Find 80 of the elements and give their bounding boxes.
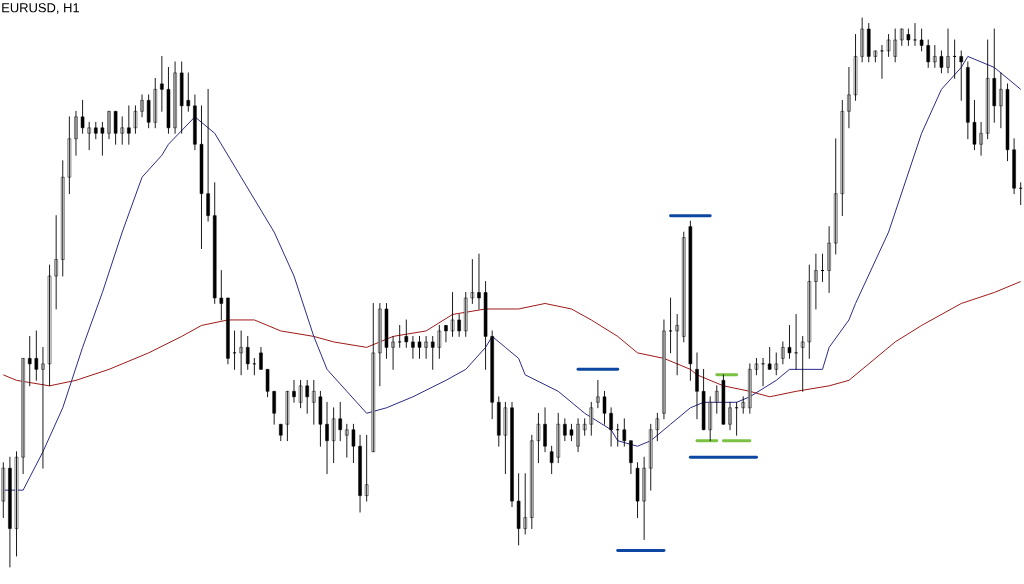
candlestick (34, 330, 39, 381)
candlestick (279, 423, 283, 442)
candlestick (668, 297, 673, 354)
candlestick (384, 303, 389, 359)
candlestick (675, 314, 679, 376)
candlestick (688, 220, 693, 381)
candlestick (754, 357, 759, 376)
candlestick (959, 50, 964, 101)
candlestick (298, 379, 303, 409)
candlestick (285, 390, 290, 442)
candlestick (853, 34, 858, 101)
candlestick (767, 346, 772, 370)
candlestick (417, 335, 422, 359)
candlestick (94, 121, 98, 140)
candlestick (933, 45, 937, 68)
candlestick (318, 390, 323, 447)
candlestick (483, 281, 488, 370)
candlestick (27, 335, 32, 387)
candlestick (536, 412, 541, 464)
candlestick (404, 319, 409, 348)
candlestick (800, 335, 805, 392)
candlestick (893, 28, 897, 63)
candlestick (127, 105, 131, 145)
candlestick (312, 379, 316, 425)
candlestick (906, 28, 911, 46)
candlestick (721, 374, 726, 425)
candlestick (245, 335, 250, 370)
candlestick (602, 390, 607, 425)
candlestick (919, 28, 924, 52)
candlestick (47, 264, 52, 387)
candlestick (199, 105, 204, 250)
candlestick (338, 401, 342, 442)
candlestick (113, 110, 118, 145)
candlestick (54, 215, 58, 310)
candlestick (100, 121, 105, 156)
candlestick (450, 292, 455, 337)
candlestick (701, 368, 706, 431)
candlestick (232, 330, 237, 370)
candlestick (549, 445, 554, 475)
candlestick (364, 434, 369, 502)
candlestick (873, 50, 878, 63)
candlestick (939, 50, 944, 74)
candlestick (972, 99, 977, 151)
candlestick (569, 423, 574, 442)
candlestick (655, 412, 660, 442)
candlestick (14, 451, 19, 557)
candlestick (635, 462, 640, 519)
candlestick (252, 357, 257, 376)
candlestick (715, 385, 719, 414)
candlestick (133, 105, 138, 134)
candlestick (470, 259, 475, 304)
candlestick (219, 270, 224, 321)
candlestick (67, 116, 72, 195)
chart-title: EURUSD, H1 (2, 3, 79, 14)
candlestick (589, 401, 594, 436)
candlestick (345, 423, 349, 458)
candlestick (516, 473, 521, 546)
candlestick (166, 66, 171, 134)
candlestick (926, 39, 930, 68)
candlestick (1005, 83, 1010, 162)
candlestick (622, 418, 627, 447)
candlestick (87, 121, 91, 151)
candlestick (146, 94, 151, 129)
candlestick (437, 324, 442, 359)
candlestick (900, 28, 904, 46)
candlestick (120, 116, 124, 145)
candlestick (430, 335, 435, 370)
candlestick (787, 324, 792, 359)
candlestick (774, 352, 779, 376)
candlestick (886, 34, 891, 57)
candlestick (912, 23, 918, 46)
candlestick (80, 99, 85, 134)
candlestick (351, 423, 356, 464)
candlestick (265, 368, 270, 398)
candlestick (397, 324, 402, 348)
candlestick (305, 379, 309, 414)
candlestick (523, 473, 527, 535)
candlestick (331, 407, 336, 464)
candlestick (985, 39, 990, 140)
candlestick (503, 401, 508, 475)
